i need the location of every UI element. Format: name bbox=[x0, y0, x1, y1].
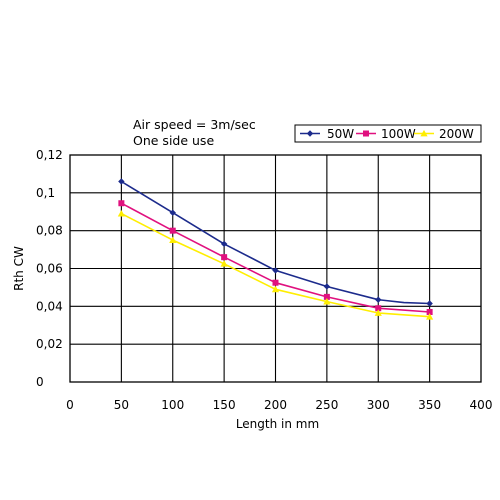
legend-label: 100W bbox=[381, 127, 416, 141]
x-tick-label: 300 bbox=[367, 398, 390, 412]
data-point-100W bbox=[272, 279, 279, 286]
legend-marker bbox=[363, 130, 369, 137]
data-point-200W bbox=[426, 313, 434, 320]
legend-item-200W: 200W bbox=[414, 127, 474, 141]
y-tick-label: 0,12 bbox=[36, 148, 63, 162]
data-point-50W bbox=[375, 296, 382, 303]
x-tick-label: 100 bbox=[161, 398, 184, 412]
data-point-100W bbox=[118, 200, 125, 207]
x-tick-label: 150 bbox=[213, 398, 236, 412]
y-tick-label: 0,06 bbox=[36, 262, 63, 276]
data-point-200W bbox=[169, 236, 177, 244]
data-point-200W bbox=[271, 285, 280, 293]
data-point-50W bbox=[169, 209, 176, 216]
x-axis-title: Length in mm bbox=[236, 417, 319, 431]
data-point-100W bbox=[426, 309, 433, 316]
data-point-100W bbox=[375, 305, 382, 312]
plot-area-frame bbox=[69, 154, 482, 383]
legend-items: 50W 100W 200W bbox=[300, 127, 474, 141]
tick-label-layer: 0 50 100 150 200 250 300 350 400 0 0,02 0,04 0,06 0,0… bbox=[36, 148, 492, 412]
series-line-50W bbox=[120, 180, 430, 305]
series-100W bbox=[118, 200, 433, 316]
annotation-air-speed: Air speed = 3m/sec bbox=[133, 117, 256, 132]
x-tick-label: 400 bbox=[470, 398, 493, 412]
data-point-50W bbox=[118, 178, 125, 185]
data-point-200W bbox=[220, 260, 228, 267]
x-tick-label: 200 bbox=[264, 398, 287, 412]
legend-marker bbox=[306, 130, 314, 137]
data-point-50W bbox=[220, 240, 228, 248]
x-tick-label: 50 bbox=[114, 398, 129, 412]
legend-item-50W: 50W bbox=[300, 127, 354, 141]
legend-label: 50W bbox=[327, 127, 354, 141]
x-tick-label: 350 bbox=[418, 398, 441, 412]
legend-frame bbox=[294, 124, 482, 143]
series-50W bbox=[118, 178, 433, 307]
y-tick-label: 0,08 bbox=[36, 224, 63, 238]
data-point-100W bbox=[323, 293, 330, 300]
data-point-200W bbox=[117, 210, 125, 217]
data-point-50W bbox=[272, 267, 279, 274]
data-point-50W bbox=[426, 300, 433, 307]
y-tick-label: 0,02 bbox=[36, 337, 63, 351]
legend-item-100W: 100W bbox=[356, 127, 416, 141]
data-point-100W bbox=[169, 227, 176, 234]
legend-label: 200W bbox=[439, 127, 474, 141]
annotation-one-side-use: One side use bbox=[133, 133, 214, 148]
data-point-100W bbox=[221, 254, 228, 261]
y-tick-label: 0 bbox=[36, 375, 44, 389]
series-200W bbox=[117, 210, 434, 320]
series-layer bbox=[117, 178, 434, 320]
data-point-50W bbox=[323, 283, 331, 290]
data-point-200W bbox=[323, 298, 331, 305]
legend-marker bbox=[420, 129, 428, 137]
x-tick-label: 0 bbox=[66, 398, 74, 412]
y-tick-label: 0,1 bbox=[36, 186, 55, 200]
data-point-200W bbox=[374, 309, 382, 316]
grid-layer bbox=[70, 155, 481, 382]
x-tick-label: 250 bbox=[315, 398, 338, 412]
y-axis-title: Rth CW bbox=[12, 246, 26, 291]
legend: 50W 100W 200W bbox=[294, 124, 482, 143]
y-tick-label: 0,04 bbox=[36, 299, 63, 313]
